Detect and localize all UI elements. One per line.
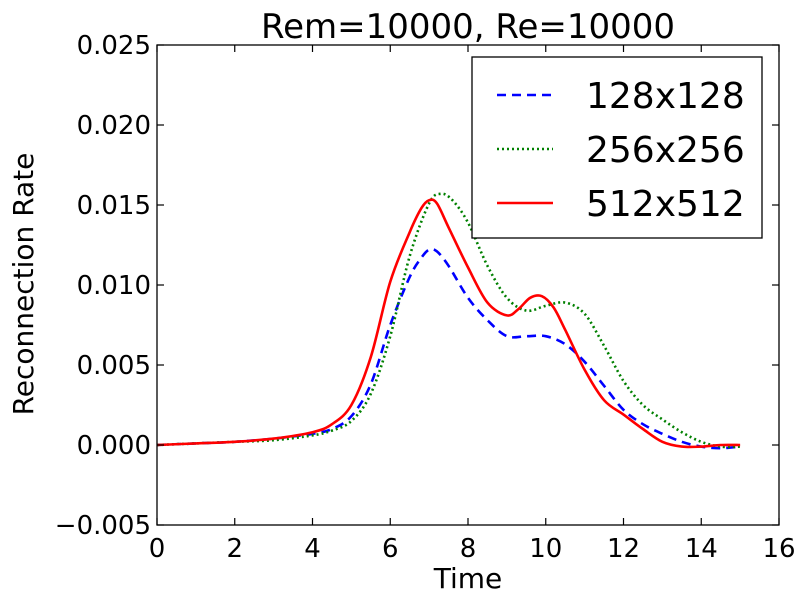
y-tick-label: 0.025 (77, 31, 151, 61)
y-tick-label: −0.005 (55, 511, 151, 541)
y-tick-label: 0.010 (77, 271, 151, 301)
chart-title: Rem=10000, Re=10000 (261, 7, 675, 47)
x-tick-label: 6 (382, 534, 399, 564)
legend-box (471, 56, 763, 239)
series-line-512x512 (156, 198, 741, 449)
x-tick-label: 14 (685, 534, 718, 564)
y-tick-label: 0.020 (77, 111, 151, 141)
x-tick-label: 4 (304, 534, 321, 564)
x-tick-label: 8 (460, 534, 477, 564)
x-axis-label: Time (433, 562, 503, 595)
x-tick-label: 10 (529, 534, 562, 564)
legend: 128x128 256x256 512x512 (471, 56, 763, 239)
legend-label-128x128: 128x128 (586, 76, 745, 117)
y-tick-label: 0.000 (77, 431, 151, 461)
y-tick-label: 0.015 (77, 191, 151, 221)
legend-label-512x512: 512x512 (586, 184, 745, 225)
x-tick-label: 0 (149, 534, 166, 564)
x-tick-label: 16 (762, 534, 795, 564)
y-axis-label: Reconnection Rate (7, 153, 40, 416)
ticks-layer: 0 2 4 6 8 10 12 14 16 −0.005 0.000 0.005 0.010 0.015 0… (55, 31, 796, 564)
x-tick-label: 2 (226, 534, 243, 564)
series-line-128x128 (156, 247, 741, 450)
legend-label-256x256: 256x256 (586, 130, 745, 171)
x-tick-label: 12 (607, 534, 640, 564)
y-tick-label: 0.005 (77, 351, 151, 381)
